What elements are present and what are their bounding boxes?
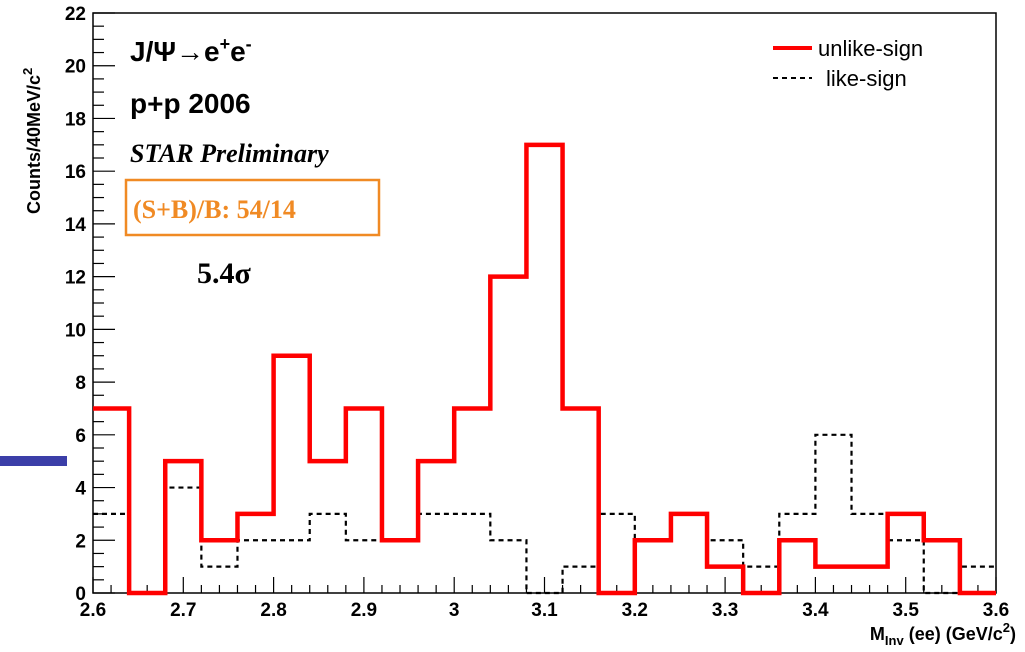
y-tick-label: 4 <box>75 479 86 500</box>
legend-label-like-sign: like-sign <box>826 66 907 91</box>
y-tick-label: 22 <box>65 4 86 25</box>
y-tick-label: 16 <box>65 162 86 183</box>
y-tick-label: 2 <box>75 531 86 552</box>
x-tick-label: 2.6 <box>80 600 106 621</box>
y-tick-label: 12 <box>65 268 86 289</box>
x-tick-labels: 2.6 2.7 2.8 2.9 3 3.1 3.2 3.3 3.4 3.5 3.6 <box>80 600 1009 621</box>
y-axis-title: Counts/40MeV/c2 <box>20 68 44 214</box>
x-tick-label: 3.4 <box>802 600 829 621</box>
x-tick-label: 2.9 <box>351 600 377 621</box>
x-tick-label: 3.1 <box>531 600 558 621</box>
histogram-series <box>93 142 996 596</box>
slide-accent-bar <box>0 456 67 466</box>
y-tick-label: 18 <box>65 109 86 130</box>
x-tick-label: 2.8 <box>260 600 286 621</box>
ratio-label: (S+B)/B: 54/14 <box>133 195 296 224</box>
preliminary-label: STAR Preliminary <box>130 139 329 168</box>
x-axis-title: MInv (ee) (GeV/c2) <box>870 620 1016 648</box>
significance-label: 5.4σ <box>197 257 252 290</box>
y-tick-label: 10 <box>65 320 86 341</box>
y-tick-label: 14 <box>65 215 87 236</box>
legend: unlike-sign like-sign <box>773 36 923 91</box>
ratio-box <box>124 178 381 237</box>
x-tick-label: 3.3 <box>712 600 738 621</box>
y-tick-label: 6 <box>75 426 86 447</box>
x-tick-label: 3.6 <box>983 600 1009 621</box>
y-tick-label: 0 <box>75 584 86 605</box>
x-tick-label: 3.2 <box>622 600 648 621</box>
x-tick-label: 3.5 <box>892 600 919 621</box>
y-tick-labels: 0 2 4 6 8 10 12 14 16 18 20 22 <box>65 4 87 605</box>
x-tick-label: 3 <box>449 600 460 621</box>
x-tick-label: 2.7 <box>170 600 196 621</box>
series-unlike-sign <box>93 142 996 596</box>
dataset-label: p+p 2006 <box>130 88 251 119</box>
y-tick-label: 8 <box>75 373 86 394</box>
reaction-label: J/Ψ→e+e- <box>130 34 252 67</box>
legend-label-unlike-sign: unlike-sign <box>818 36 923 61</box>
series-like-sign <box>93 433 996 595</box>
y-tick-label: 20 <box>65 57 86 78</box>
